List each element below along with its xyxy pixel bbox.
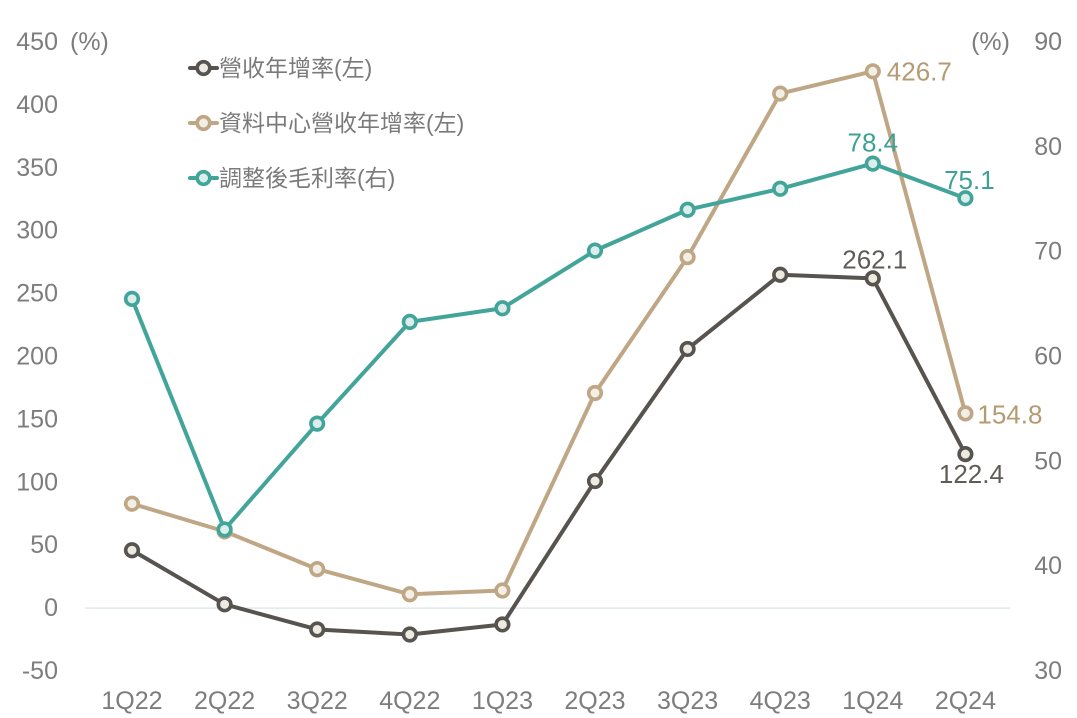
right-axis-tick: 40 bbox=[1034, 552, 1062, 580]
x-axis-label: 4Q23 bbox=[750, 687, 811, 715]
series-line-2 bbox=[130, 161, 968, 532]
series-line-1 bbox=[130, 69, 968, 597]
series-marker-2 bbox=[216, 521, 233, 538]
data-label: 262.1 bbox=[842, 244, 907, 274]
series-marker-1 bbox=[957, 405, 974, 422]
series-marker-0 bbox=[864, 270, 881, 287]
series-marker-2 bbox=[309, 415, 326, 432]
series-marker-2 bbox=[957, 190, 974, 207]
right-axis-tick: 80 bbox=[1034, 133, 1062, 161]
right-axis-tick: 30 bbox=[1034, 657, 1062, 685]
right-axis-unit: (%) bbox=[971, 28, 1010, 56]
series-marker-2 bbox=[772, 180, 789, 197]
series-marker-0 bbox=[772, 266, 789, 283]
right-axis-tick: 90 bbox=[1034, 28, 1062, 56]
right-axis-tick: 60 bbox=[1034, 343, 1062, 371]
series-marker-0 bbox=[586, 472, 604, 490]
series-marker-0 bbox=[679, 340, 696, 358]
legend-marker-dot-1 bbox=[195, 114, 212, 132]
series-marker-0 bbox=[309, 621, 326, 638]
left-axis-tick: 0 bbox=[44, 594, 58, 622]
series-marker-2 bbox=[586, 242, 604, 259]
series-marker-0 bbox=[216, 596, 233, 613]
x-axis-label: 1Q23 bbox=[472, 687, 533, 715]
series-marker-0 bbox=[957, 446, 974, 463]
x-axis-label: 1Q22 bbox=[101, 687, 162, 715]
left-axis-tick: 300 bbox=[16, 217, 58, 245]
x-axis-label: 4Q22 bbox=[379, 687, 440, 715]
data-label: 154.8 bbox=[977, 399, 1042, 429]
left-axis-tick: 250 bbox=[16, 280, 58, 308]
x-axis-label: 2Q24 bbox=[935, 687, 996, 715]
right-axis-tick: 70 bbox=[1034, 238, 1062, 266]
right-axis-tick: 50 bbox=[1034, 447, 1062, 475]
series-marker-1 bbox=[864, 63, 881, 80]
x-axis-label: 3Q23 bbox=[657, 687, 718, 715]
left-axis-tick: 200 bbox=[16, 343, 58, 371]
legend-label-2: 調整後毛利率(右) bbox=[219, 165, 395, 191]
series-marker-0 bbox=[123, 542, 141, 559]
series-marker-0 bbox=[494, 616, 511, 633]
series-marker-1 bbox=[494, 582, 511, 599]
legend-label-1: 資料中心營收年增率(左) bbox=[219, 110, 464, 136]
left-axis-tick: 450 bbox=[16, 28, 58, 56]
series-marker-1 bbox=[586, 384, 604, 402]
left-axis-tick: 50 bbox=[30, 531, 58, 559]
left-axis-tick: 150 bbox=[16, 405, 58, 433]
x-axis-label: 2Q23 bbox=[564, 687, 625, 715]
series-marker-2 bbox=[123, 290, 141, 307]
series-marker-2 bbox=[494, 300, 511, 317]
series-marker-1 bbox=[309, 561, 326, 578]
series-marker-1 bbox=[679, 249, 696, 266]
legend-marker-dot-0 bbox=[195, 59, 212, 77]
series-marker-2 bbox=[401, 313, 418, 331]
series-marker-1 bbox=[401, 586, 418, 603]
left-axis-unit: (%) bbox=[70, 28, 109, 56]
left-axis-tick: 100 bbox=[16, 468, 58, 496]
x-axis-label: 2Q22 bbox=[194, 687, 255, 715]
data-label: 122.4 bbox=[939, 459, 1004, 489]
series-marker-0 bbox=[401, 626, 418, 643]
left-axis-tick: -50 bbox=[22, 657, 58, 685]
series-line-0 bbox=[130, 272, 968, 637]
series-marker-1 bbox=[123, 495, 141, 512]
left-axis-tick: 350 bbox=[16, 154, 58, 182]
series-marker-2 bbox=[679, 201, 696, 218]
legend-label-0: 營收年增率(左) bbox=[219, 55, 372, 81]
series-marker-2 bbox=[864, 155, 881, 172]
series-marker-1 bbox=[772, 85, 789, 102]
data-label: 75.1 bbox=[944, 165, 995, 195]
x-axis-label: 1Q24 bbox=[842, 687, 903, 715]
data-label: 426.7 bbox=[887, 56, 952, 86]
left-axis-tick: 400 bbox=[16, 91, 58, 119]
legend-marker-dot-2 bbox=[195, 169, 212, 187]
data-label: 78.4 bbox=[847, 128, 898, 158]
x-axis-label: 3Q22 bbox=[287, 687, 348, 715]
